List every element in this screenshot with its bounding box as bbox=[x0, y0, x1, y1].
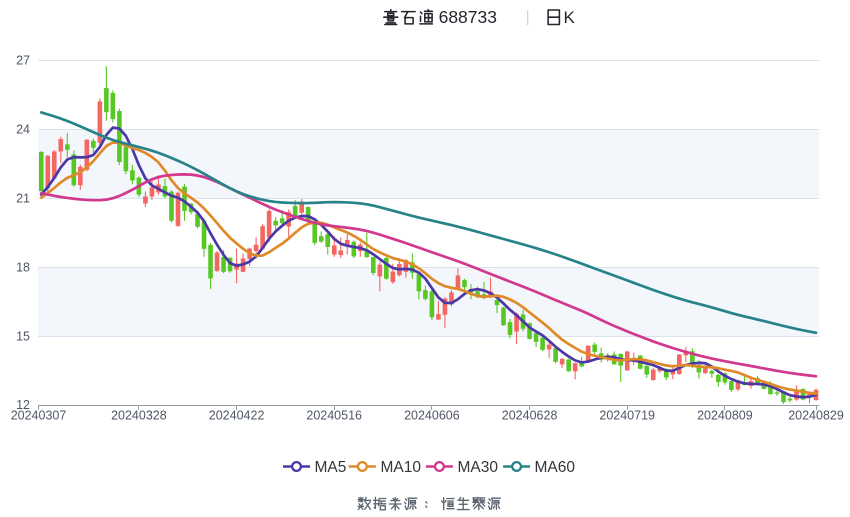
svg-text:MA60: MA60 bbox=[535, 459, 576, 476]
svg-text:15: 15 bbox=[16, 329, 30, 343]
svg-text:20240307: 20240307 bbox=[11, 409, 67, 423]
svg-text:20240422: 20240422 bbox=[209, 409, 265, 423]
svg-text:18: 18 bbox=[16, 260, 30, 274]
svg-text:24: 24 bbox=[16, 123, 30, 137]
svg-text:MA5: MA5 bbox=[315, 459, 347, 476]
svg-text:20240829: 20240829 bbox=[788, 409, 844, 423]
svg-text:20240606: 20240606 bbox=[404, 409, 460, 423]
svg-text:21: 21 bbox=[16, 192, 30, 206]
svg-text:MA30: MA30 bbox=[458, 459, 499, 476]
svg-text:20240516: 20240516 bbox=[306, 409, 362, 423]
svg-text:27: 27 bbox=[16, 54, 30, 68]
svg-text:20240628: 20240628 bbox=[502, 409, 558, 423]
svg-text:MA10: MA10 bbox=[381, 459, 422, 476]
svg-text:K: K bbox=[564, 8, 576, 27]
svg-text:20240719: 20240719 bbox=[599, 409, 655, 423]
svg-text:688733: 688733 bbox=[439, 7, 497, 27]
svg-text:20240328: 20240328 bbox=[111, 409, 167, 423]
svg-text:20240809: 20240809 bbox=[697, 409, 753, 423]
svg-text:12: 12 bbox=[16, 398, 30, 412]
